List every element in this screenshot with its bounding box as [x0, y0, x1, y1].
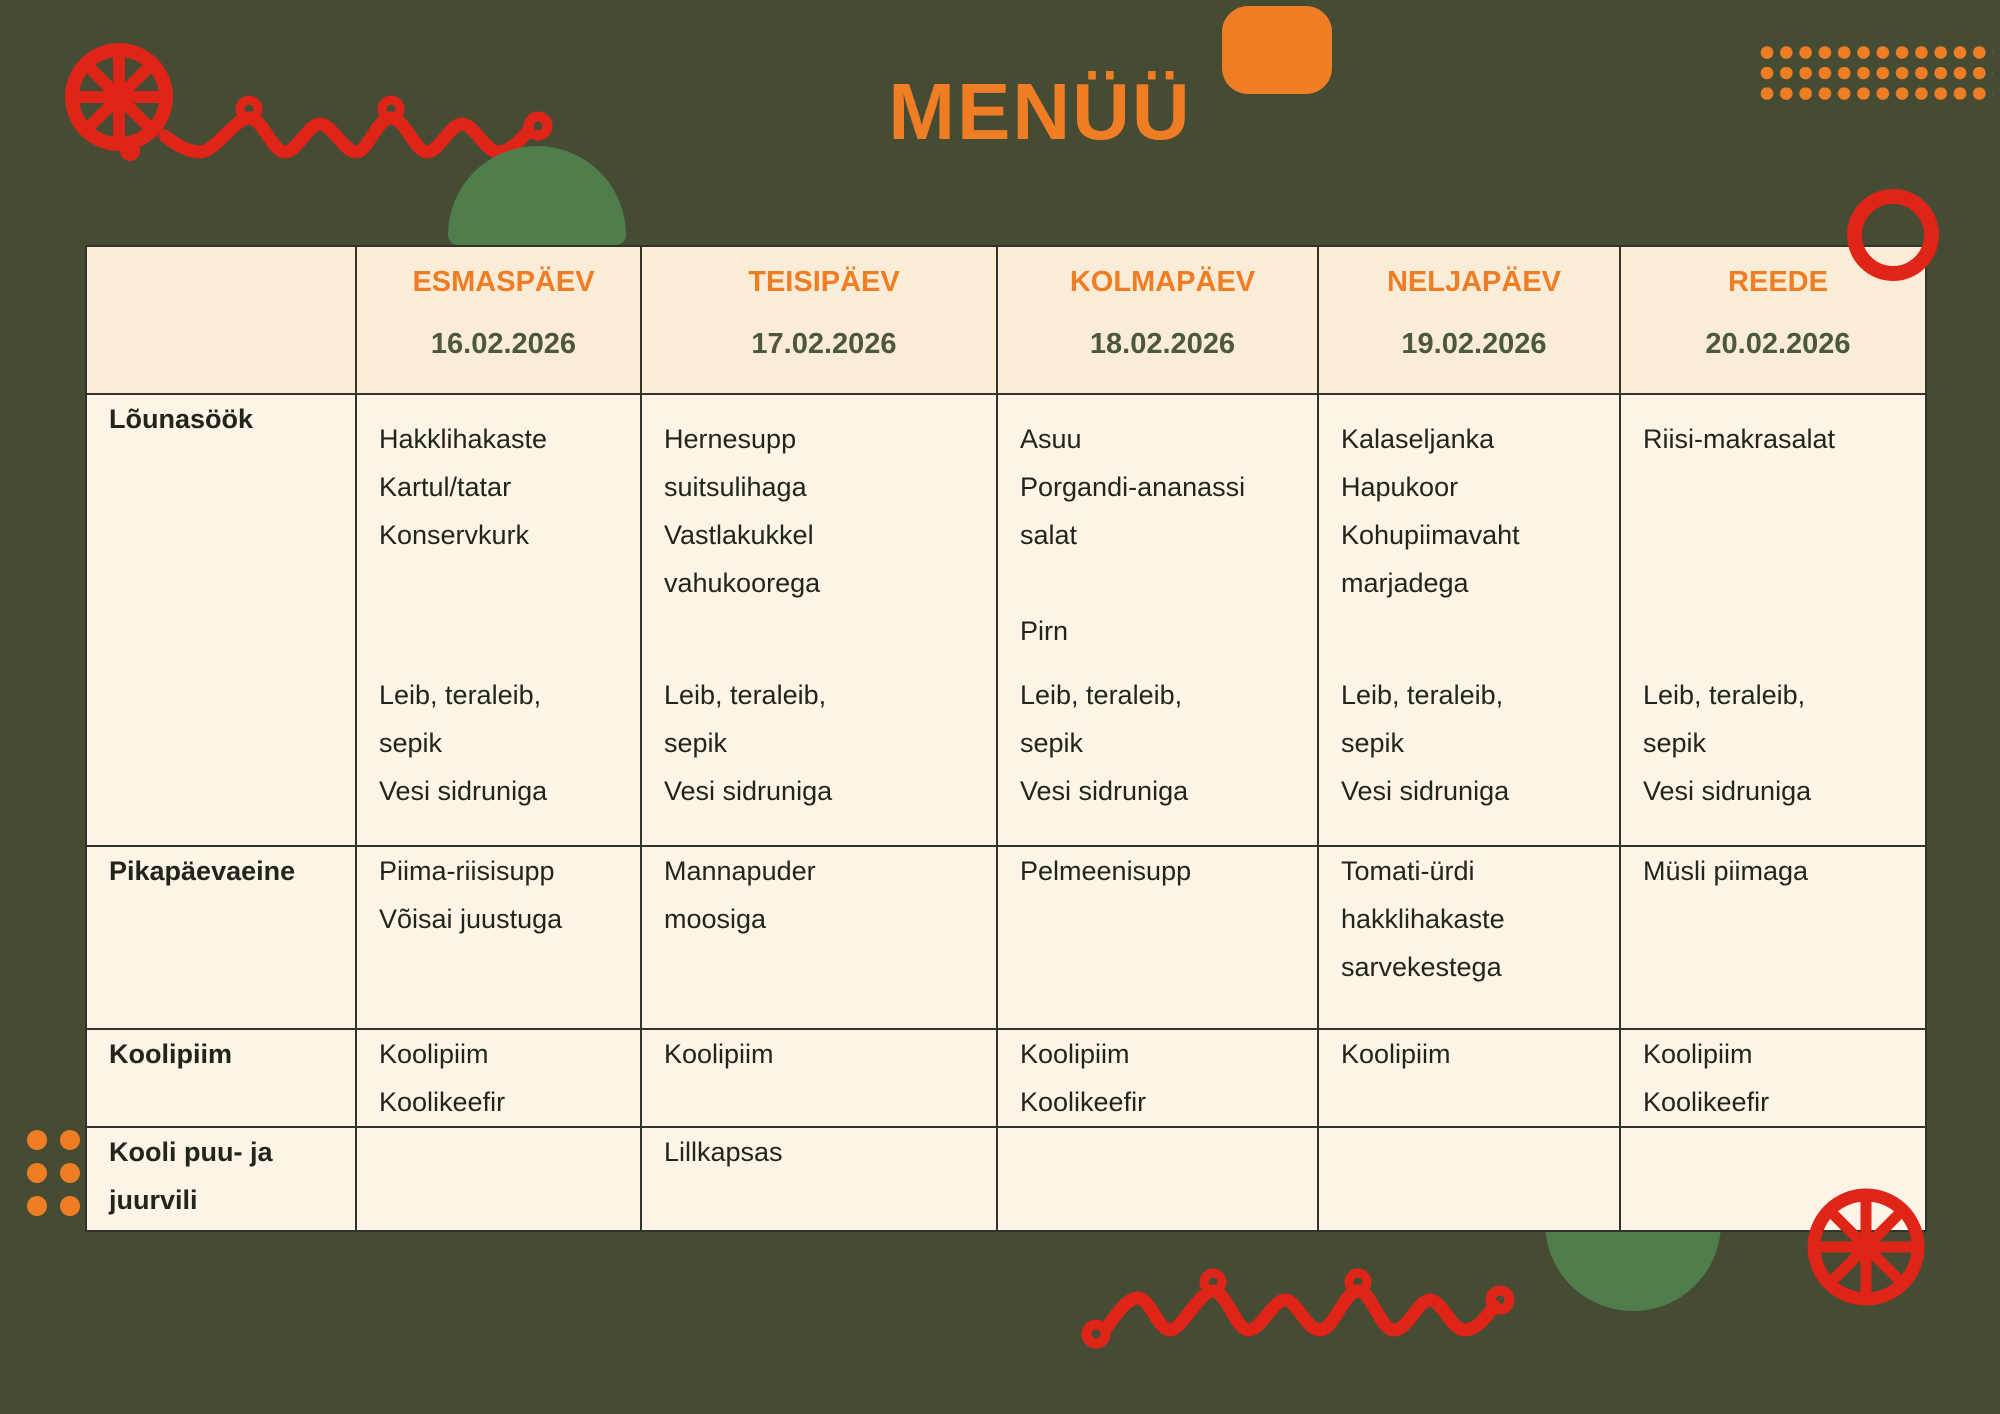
rounded-square-shape: [1222, 6, 1332, 94]
day-date: 17.02.2026: [751, 328, 897, 360]
lunch-mains: Riisi-makrasalat: [1643, 424, 1836, 454]
snack-cell-esmaspaev: Piima-riisisupp Võisai juustuga: [355, 845, 642, 1030]
snack-cell-neljapaev: Tomati-ürdi hakklihakaste sarvekestega: [1317, 845, 1621, 1030]
dots-grid-icon: [1760, 46, 1993, 107]
produce-cell-kolmapaev: [996, 1126, 1319, 1232]
lunch-sides: Leib, teraleib, sepik Vesi sidruniga: [1020, 680, 1189, 806]
row-label-lunch: Lõunasöök: [85, 393, 357, 847]
day-header-reede: REEDE 20.02.2026: [1619, 245, 1927, 395]
lunch-cell-kolmapaev: Asuu Porgandi-ananassi salat Pirn Leib, …: [996, 393, 1319, 847]
squiggle-line-icon: [1081, 1268, 1515, 1349]
milk-cell-kolmapaev: Koolipiim Koolikeefir: [996, 1028, 1319, 1128]
day-name: NELJAPÄEV: [1386, 266, 1562, 298]
dome-shape-bottom: [1545, 1213, 1721, 1311]
day-name: KOLMAPÄEV: [1069, 266, 1256, 298]
day-header-esmaspaev: ESMASPÄEV 16.02.2026: [355, 245, 642, 395]
day-date: 19.02.2026: [1401, 328, 1547, 360]
milk-cell-teisipaev: Koolipiim: [640, 1028, 998, 1128]
lunch-mains: Asuu Porgandi-ananassi salat Pirn: [1020, 424, 1246, 646]
milk-cell-reede: Koolipiim Koolikeefir: [1619, 1028, 1927, 1128]
lunch-sides: Leib, teraleib, sepik Vesi sidruniga: [1341, 680, 1510, 806]
milk-cell-neljapaev: Koolipiim: [1317, 1028, 1621, 1128]
lunch-cell-teisipaev: Hernesupp suitsulihaga Vastlakukkel vahu…: [640, 393, 998, 847]
day-header-kolmapaev: KOLMAPÄEV 18.02.2026: [996, 245, 1319, 395]
dome-shape-top: [448, 146, 626, 245]
day-date: 18.02.2026: [1089, 328, 1236, 360]
lunch-mains: Hernesupp suitsulihaga Vastlakukkel vahu…: [664, 424, 821, 598]
snack-cell-kolmapaev: Pelmeenisupp: [996, 845, 1319, 1030]
corner-cell: [85, 245, 357, 395]
menu-table: ESMASPÄEV 16.02.2026 TEISIPÄEV 17.02.202…: [85, 245, 1927, 1232]
day-name: TEISIPÄEV: [748, 266, 900, 298]
wheel-icon: [65, 43, 173, 161]
milk-cell-esmaspaev: Koolipiim Koolikeefir: [355, 1028, 642, 1128]
day-date: 16.02.2026: [430, 328, 577, 360]
row-label-milk: Koolipiim: [85, 1028, 357, 1128]
day-header-teisipaev: TEISIPÄEV 17.02.2026: [640, 245, 998, 395]
lunch-mains: Hakklihakaste Kartul/tatar Konservkurk: [379, 424, 548, 550]
produce-cell-teisipaev: Lillkapsas: [640, 1126, 998, 1232]
day-name: REEDE: [1728, 266, 1828, 298]
snack-cell-reede: Müsli piimaga: [1619, 845, 1927, 1030]
day-header-neljapaev: NELJAPÄEV 19.02.2026: [1317, 245, 1621, 395]
lunch-sides: Leib, teraleib, sepik Vesi sidruniga: [664, 680, 833, 806]
page-title: MENÜÜ: [888, 67, 1192, 156]
squiggle-line-icon: [158, 95, 553, 159]
lunch-cell-reede: Riisi-makrasalat Leib, teraleib, sepik V…: [1619, 393, 1927, 847]
lunch-cell-neljapaev: Kalaseljanka Hapukoor Kohupiimavaht marj…: [1317, 393, 1621, 847]
day-date: 20.02.2026: [1705, 328, 1851, 360]
snack-cell-teisipaev: Mannapuder moosiga: [640, 845, 998, 1030]
row-label-produce: Kooli puu- ja juurvili: [85, 1126, 357, 1232]
produce-cell-reede: [1619, 1126, 1927, 1232]
row-label-snack: Pikapäevaeine: [85, 845, 357, 1030]
lunch-sides: Leib, teraleib, sepik Vesi sidruniga: [1643, 680, 1812, 806]
day-name: ESMASPÄEV: [412, 266, 595, 298]
lunch-cell-esmaspaev: Hakklihakaste Kartul/tatar Konservkurk L…: [355, 393, 642, 847]
lunch-mains: Kalaseljanka Hapukoor Kohupiimavaht marj…: [1341, 424, 1520, 598]
produce-cell-esmaspaev: [355, 1126, 642, 1232]
lunch-sides: Leib, teraleib, sepik Vesi sidruniga: [379, 680, 548, 806]
produce-cell-neljapaev: [1317, 1126, 1621, 1232]
